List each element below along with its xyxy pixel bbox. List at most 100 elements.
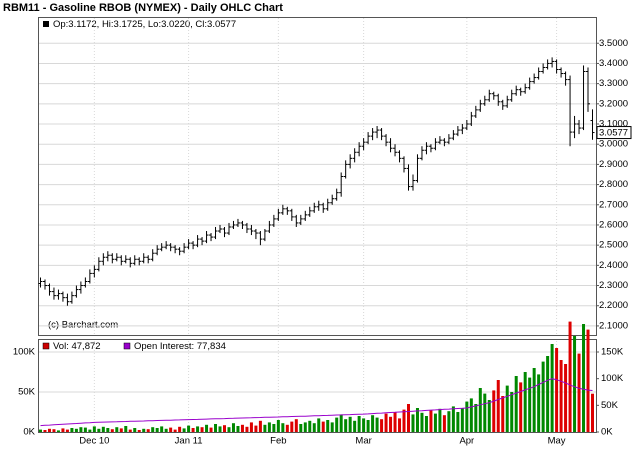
y-tick-label: 2.8000 <box>599 179 628 190</box>
volume-bar <box>528 377 532 432</box>
volume-bar <box>124 426 128 432</box>
volume-bar <box>303 422 307 432</box>
volume-bar <box>438 408 442 432</box>
volume-bar <box>510 392 514 432</box>
volume-bar <box>97 428 101 432</box>
volume-bar <box>501 396 505 432</box>
y-tick-label: 3.0000 <box>599 139 628 150</box>
volume-bar <box>245 426 249 432</box>
volume-bar <box>146 429 150 432</box>
volume-bar <box>433 413 437 432</box>
legend-swatch <box>42 342 50 350</box>
volume-bar <box>178 426 182 432</box>
volume-bar <box>483 393 487 432</box>
y-tick-label: 50K <box>18 387 36 398</box>
volume-bar <box>142 428 146 432</box>
volume-bar <box>223 425 226 432</box>
volume-bar <box>308 420 312 432</box>
volume-bar <box>200 427 204 432</box>
volume-bar <box>505 385 509 432</box>
volume-bar <box>550 344 554 432</box>
volume-bar <box>160 426 164 432</box>
volume-bar <box>469 398 473 432</box>
volume-bar <box>191 428 195 432</box>
volume-bar <box>398 418 402 432</box>
x-tick-label: May <box>548 436 566 447</box>
volume-bar <box>541 361 545 432</box>
volume-bar <box>393 412 397 432</box>
volume-bar <box>182 428 186 432</box>
volume-bar <box>47 428 51 432</box>
volume-bar <box>231 423 235 432</box>
volume-bar <box>299 424 303 432</box>
volume-bar <box>523 372 527 432</box>
volume-bar <box>43 430 47 432</box>
volume-bar <box>519 382 523 432</box>
volume-bar <box>169 427 173 432</box>
volume-bar <box>196 426 200 432</box>
volume-bar <box>371 415 375 432</box>
volume-bar <box>460 408 464 432</box>
volume-bar <box>478 388 482 432</box>
volume-bar <box>240 424 244 432</box>
volume-bar <box>321 421 325 432</box>
volume-bar <box>389 416 393 432</box>
volume-bar <box>56 430 60 432</box>
marks: 2.1000 2.2000 2.3000 2.4000 2.5000 2.6000 2.70… <box>13 18 632 447</box>
volume-bar <box>532 368 536 432</box>
volume-bar <box>39 429 42 432</box>
volume-bar <box>357 416 361 432</box>
volume-bar <box>61 428 65 432</box>
volume-bar <box>312 423 316 432</box>
volume-bar <box>285 424 289 432</box>
volume-bar <box>384 413 388 432</box>
volume-bar <box>106 428 110 432</box>
volume-bar <box>290 421 294 432</box>
volume-bar <box>362 418 366 432</box>
volume-bar <box>209 427 213 432</box>
price-panel <box>38 17 597 336</box>
volume-bar <box>52 429 56 432</box>
y-tick-label: 3.4000 <box>599 58 628 69</box>
volume-bar <box>586 329 590 432</box>
volume-bar <box>407 404 410 432</box>
volume-bar <box>420 412 424 432</box>
y-tick-label: 3.2000 <box>599 98 628 109</box>
volume-bar <box>151 427 155 432</box>
volume-bar <box>110 429 114 432</box>
volume-bar <box>92 426 96 432</box>
y-tick-label: 2.5000 <box>599 240 628 251</box>
volume-bar <box>559 360 563 432</box>
volume-bar <box>415 408 419 432</box>
open-interest-line <box>40 378 593 427</box>
volume-bar <box>317 418 321 432</box>
y-tick-label: 2.4000 <box>599 260 628 271</box>
volume-bar <box>487 400 491 432</box>
volume-bar <box>164 428 168 432</box>
volume-bar <box>258 420 262 432</box>
ohlc-legend: Op:3.1172, Hi:3.1725, Lo:3.0220, Cl:3.05… <box>53 19 236 30</box>
volume-bar <box>137 430 141 432</box>
volume-bar <box>155 428 159 432</box>
volume-bar <box>429 410 433 432</box>
last-price-label: 3.0577 <box>599 128 628 139</box>
x-tick-label: Apr <box>459 436 474 447</box>
volume-bar <box>514 376 518 432</box>
volume-bar <box>236 426 240 432</box>
last-price-box <box>596 126 632 140</box>
volume-bar <box>249 422 253 432</box>
volume-bar <box>451 406 455 432</box>
volume-bar <box>366 420 370 432</box>
x-tick-label: Dec 10 <box>79 436 109 447</box>
volume-bar <box>348 416 352 432</box>
volume-bar <box>564 364 568 432</box>
x-tick-label: Jan 11 <box>175 436 203 447</box>
volume-bar <box>218 426 222 432</box>
copyright: (c) Barchart.com <box>48 320 118 331</box>
volume-bar <box>214 424 218 432</box>
volume-bar <box>115 427 119 432</box>
legend-label: Vol: 47,872 <box>53 341 101 352</box>
volume-bar <box>65 429 69 432</box>
y-tick-label: 2.7000 <box>599 199 628 210</box>
